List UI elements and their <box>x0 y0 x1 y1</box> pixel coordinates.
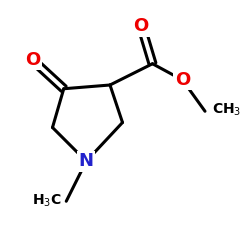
Text: O: O <box>25 51 40 69</box>
Text: O: O <box>175 71 190 89</box>
Text: CH$_3$: CH$_3$ <box>212 102 242 118</box>
Text: H$_3$C: H$_3$C <box>32 193 61 210</box>
Text: N: N <box>79 152 94 170</box>
Text: O: O <box>134 17 149 35</box>
